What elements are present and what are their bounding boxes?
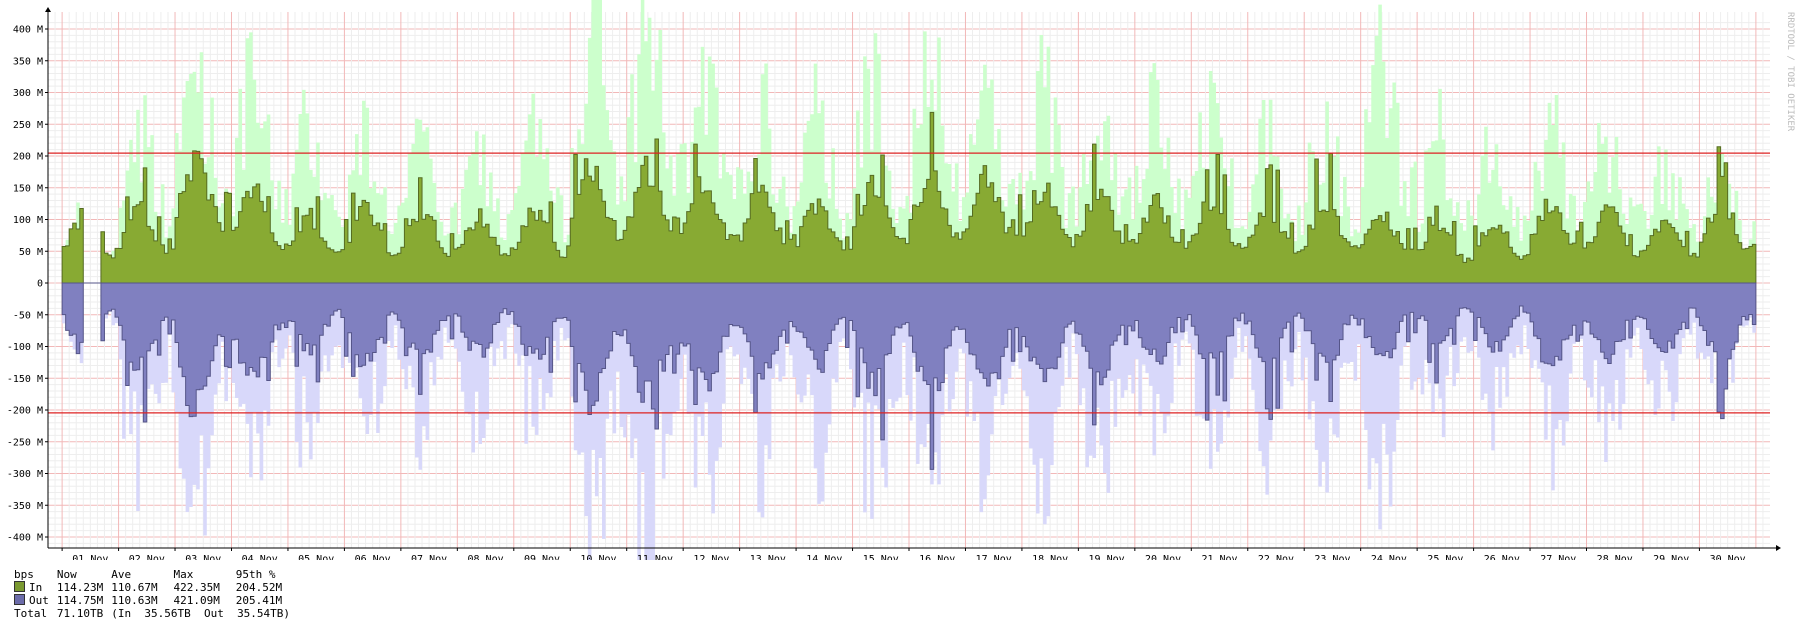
x-tick-label: 23 Nov (1314, 554, 1350, 560)
x-tick-label: 03 Nov (185, 554, 221, 560)
x-tick-label: 20 Nov (1145, 554, 1181, 560)
legend-row-in: In 114.23M 110.67M 422.35M 204.52M (14, 581, 298, 594)
x-tick-label: 13 Nov (750, 554, 786, 560)
legend-out-name: Out (29, 594, 49, 607)
x-tick-label: 22 Nov (1258, 554, 1294, 560)
x-tick-label: 19 Nov (1089, 554, 1125, 560)
legend-in-max: 422.35M (173, 581, 220, 594)
legend-col-now: Now (56, 568, 77, 581)
y-tick-label: 250 M (13, 120, 43, 131)
y-tick-label: 150 M (13, 183, 43, 194)
series-out-area (61, 282, 1757, 470)
legend-total-row: Total 71.10TB (In 35.56TB Out 35.54TB) (14, 607, 298, 620)
x-tick-label: 24 Nov (1371, 554, 1407, 560)
legend-unit: bps (14, 568, 34, 581)
legend-row-out: Out 114.75M 110.63M 421.09M 205.41M (14, 594, 298, 607)
x-tick-label: 02 Nov (129, 554, 165, 560)
y-tick-label: 100 M (13, 215, 43, 226)
y-tick-label: 400 M (13, 25, 43, 36)
x-axis-arrow-icon (1776, 545, 1781, 551)
y-axis-arrow-icon (45, 7, 51, 12)
y-tick-label: -250 M (7, 437, 43, 448)
x-tick-label: 28 Nov (1597, 554, 1633, 560)
traffic-chart: 400 M 350 M 300 M 250 M 200 M 150 M 100 M 50 M 0… (7, 0, 1795, 560)
y-tick-label: -300 M (7, 469, 43, 480)
y-tick-label: -100 M (7, 342, 43, 353)
in-swatch-icon (14, 581, 25, 592)
x-tick-label: 30 Nov (1710, 554, 1746, 560)
legend-in-now: 114.23M (56, 581, 104, 594)
legend-in-95th: 204.52M (235, 581, 283, 594)
x-tick-label: 04 Nov (242, 554, 278, 560)
x-tick-label: 15 Nov (863, 554, 899, 560)
y-tick-label: -350 M (7, 501, 43, 512)
legend-header: bps Now Ave Max 95th % (14, 568, 298, 581)
x-tick-label: 12 Nov (693, 554, 729, 560)
y-tick-label: 200 M (13, 152, 43, 163)
y-tick-label: 300 M (13, 88, 43, 99)
legend-col-ave: Ave (111, 568, 132, 581)
x-tick-label: 27 Nov (1540, 554, 1576, 560)
legend-col-95th: 95th % (235, 568, 276, 581)
legend-in-name: In (29, 581, 43, 594)
y-tick-label: 50 M (19, 247, 43, 258)
legend-in-ave: 110.67M (111, 581, 158, 594)
rrdtool-watermark: RRDTOOL / TOBI OETIKER (1785, 12, 1795, 132)
legend-out-max: 421.09M (173, 594, 220, 607)
x-tick-label: 09 Nov (524, 554, 560, 560)
y-tick-label: -150 M (7, 374, 43, 385)
legend-total-detail: (In 35.56TB Out 35.54TB) (111, 607, 291, 620)
y-tick-label: -200 M (7, 406, 43, 417)
x-tick-label: 17 Nov (976, 554, 1012, 560)
y-tick-label: -400 M (7, 533, 43, 544)
series-in-area (61, 111, 1757, 284)
x-tick-label: 26 Nov (1484, 554, 1520, 560)
x-tick-label: 06 Nov (355, 554, 391, 560)
x-tick-label: 29 Nov (1653, 554, 1689, 560)
x-tick-label: 18 Nov (1032, 554, 1068, 560)
chart-legend: bps Now Ave Max 95th % In 114.23M 110.67… (14, 568, 298, 620)
legend-out-ave: 110.63M (111, 594, 158, 607)
x-tick-label: 21 Nov (1201, 554, 1237, 560)
x-tick-label: 14 Nov (806, 554, 842, 560)
out-swatch-icon (14, 594, 25, 605)
x-tick-label: 25 Nov (1427, 554, 1463, 560)
x-tick-label: 10 Nov (580, 554, 616, 560)
legend-col-max: Max (173, 568, 194, 581)
legend-total-value: 71.10TB (56, 607, 104, 620)
x-tick-label: 08 Nov (467, 554, 503, 560)
y-tick-label: 0 (37, 279, 43, 290)
y-tick-label: -50 M (13, 310, 43, 321)
x-tick-label: 01 Nov (72, 554, 108, 560)
y-tick-label: 350 M (13, 56, 43, 67)
legend-out-now: 114.75M (56, 594, 104, 607)
x-tick-label: 07 Nov (411, 554, 447, 560)
x-tick-label: 11 Nov (637, 554, 673, 560)
legend-total-label: Total (14, 607, 48, 620)
x-tick-label: 05 Nov (298, 554, 334, 560)
x-tick-label: 16 Nov (919, 554, 955, 560)
legend-out-95th: 205.41M (235, 594, 283, 607)
